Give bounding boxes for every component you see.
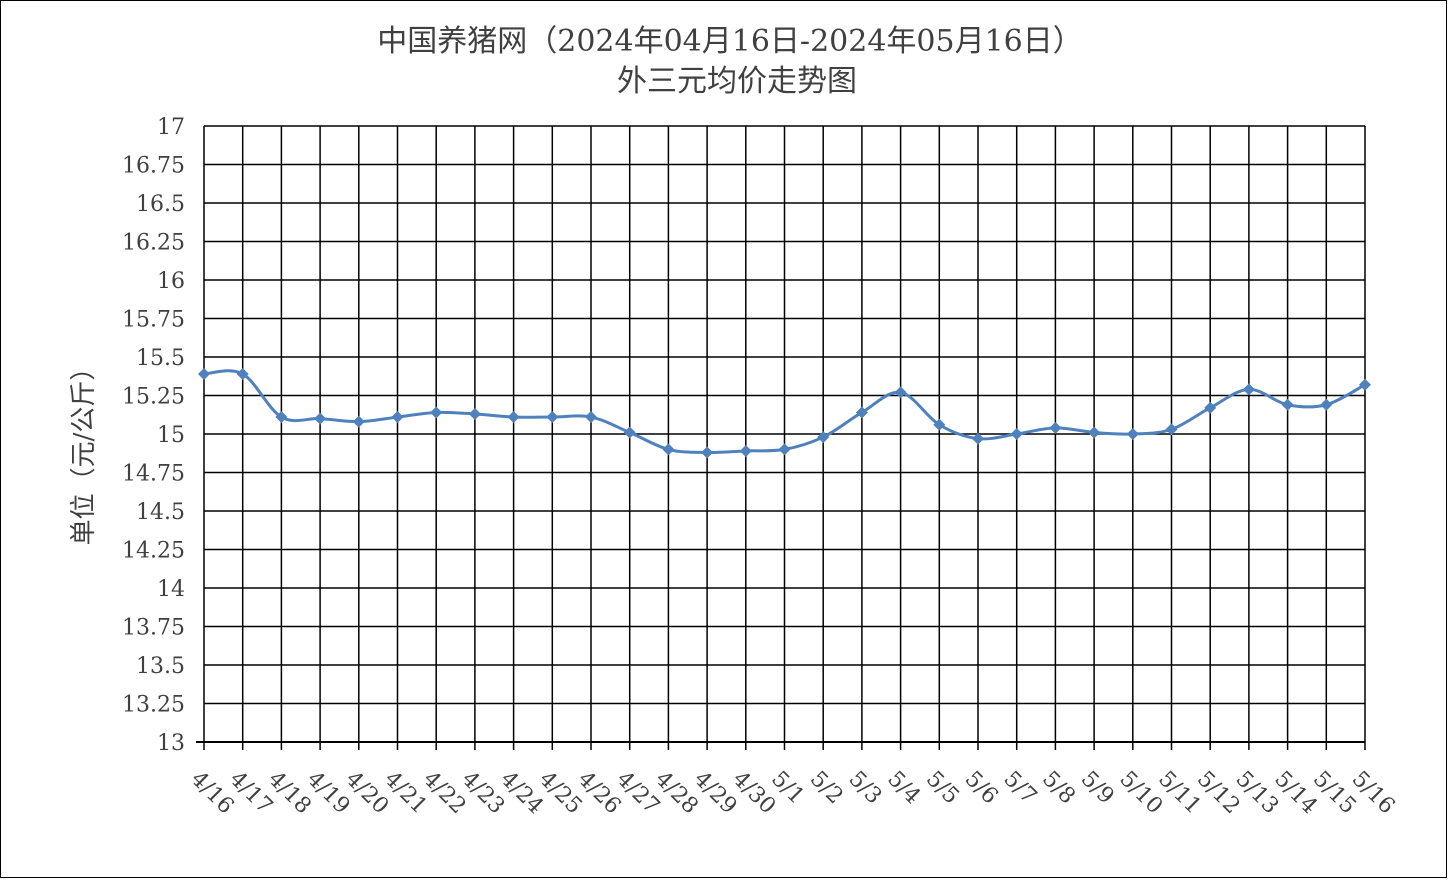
x-tick-label: 4/21: [379, 767, 432, 820]
x-tick-label: 5/14: [1269, 767, 1322, 820]
data-point-marker: [1126, 428, 1139, 440]
x-tick-label: 5/3: [844, 767, 887, 810]
x-tick-label: 5/6: [960, 767, 1003, 810]
y-tick-label: 13.5: [136, 654, 185, 679]
y-tick-label: 16.75: [122, 154, 185, 179]
y-tick-label: 14.5: [136, 500, 185, 525]
x-tick-label: 4/30: [728, 767, 781, 820]
data-point-marker: [352, 415, 365, 428]
x-tick-label: 5/5: [921, 767, 964, 810]
data-point-marker: [507, 411, 520, 424]
series-markers: [198, 367, 1371, 459]
y-tick-label: 14.75: [122, 462, 185, 487]
data-point-marker: [1320, 398, 1333, 411]
data-point-marker: [1242, 383, 1255, 396]
x-tick-label: 4/26: [573, 767, 626, 820]
data-point-marker: [817, 431, 830, 444]
y-tick-label: 13.75: [122, 616, 185, 641]
y-tick-label: 15.25: [122, 385, 185, 410]
x-tick-label: 4/16: [186, 767, 239, 820]
data-point-marker: [739, 444, 752, 457]
data-point-marker: [1204, 401, 1217, 414]
y-tick-label: 14.25: [122, 539, 185, 564]
x-tick-label: 5/8: [1037, 767, 1080, 810]
x-tick-label: 5/7: [998, 767, 1041, 810]
x-tick-label: 4/23: [457, 767, 510, 820]
chart-subtitle: 外三元均价走势图: [617, 64, 857, 99]
data-point-marker: [623, 426, 636, 439]
data-point-marker: [1281, 398, 1294, 411]
x-tick-label: 5/9: [1076, 767, 1119, 810]
y-tick-label: 16.5: [136, 192, 185, 217]
x-tick-label: 5/12: [1192, 767, 1245, 820]
x-tick-label: 5/15: [1308, 767, 1361, 820]
x-tick-label: 4/28: [650, 767, 703, 820]
y-tick-label: 15.75: [122, 308, 185, 333]
y-tick-label: 16: [157, 269, 185, 294]
x-tick-label: 4/19: [302, 767, 355, 820]
data-point-marker: [198, 367, 210, 380]
y-tick-label: 13: [157, 731, 185, 756]
data-point-marker: [1165, 423, 1178, 436]
y-tick-label: 13.25: [122, 693, 185, 718]
data-point-marker: [314, 412, 327, 425]
x-tick-label: 5/2: [805, 767, 848, 810]
y-tick-label: 15: [157, 423, 185, 448]
chart-title: 中国养猪网（2024年04月16日-2024年05月16日）: [377, 24, 1083, 59]
y-tick-label: 16.25: [122, 231, 185, 256]
x-tick-label: 4/17: [224, 767, 277, 820]
y-axis-label: 单位（元/公斤）: [69, 355, 99, 546]
y-tick-labels: 13 13.25 13.5 13.75 14 14.25 14.5 14.75 15 15.25 1…: [122, 115, 185, 756]
data-point-marker: [1088, 426, 1101, 439]
x-tick-label: 4/18: [263, 767, 316, 820]
x-tick-label: 4/24: [495, 767, 548, 820]
grid: [196, 125, 1366, 750]
data-point-marker: [855, 406, 868, 419]
y-tick-label: 14: [157, 577, 185, 602]
data-point-marker: [662, 443, 675, 456]
y-tick-label: 17: [157, 115, 185, 140]
x-tick-label: 4/25: [534, 767, 587, 820]
data-point-marker: [585, 411, 597, 424]
y-tick-label: 15.5: [136, 346, 185, 371]
x-tick-label: 4/20: [341, 767, 394, 820]
x-tick-label: 5/16: [1347, 767, 1400, 820]
data-point-marker: [430, 406, 443, 419]
data-point-marker: [933, 418, 946, 431]
data-point-marker: [1049, 421, 1062, 434]
data-point-marker: [778, 443, 791, 456]
x-tick-label: 4/22: [418, 767, 471, 820]
data-point-marker: [275, 411, 288, 424]
x-tick-label: 5/10: [1115, 767, 1168, 820]
data-point-marker: [236, 367, 249, 380]
data-point-marker: [972, 432, 984, 445]
data-point-marker: [468, 407, 481, 420]
data-point-marker: [1010, 428, 1023, 440]
x-tick-labels: 4/164/174/184/194/204/214/224/234/244/25…: [186, 767, 1400, 820]
x-tick-label: 5/4: [882, 767, 925, 810]
x-tick-label: 4/27: [611, 767, 664, 820]
data-point-marker: [391, 411, 404, 424]
x-tick-label: 4/29: [689, 767, 742, 820]
x-tick-label: 5/11: [1153, 767, 1206, 820]
data-point-marker: [894, 386, 907, 399]
data-point-marker: [546, 411, 559, 424]
data-point-marker: [701, 446, 714, 459]
data-point-marker: [1359, 378, 1371, 391]
x-tick-label: 5/13: [1231, 767, 1284, 820]
